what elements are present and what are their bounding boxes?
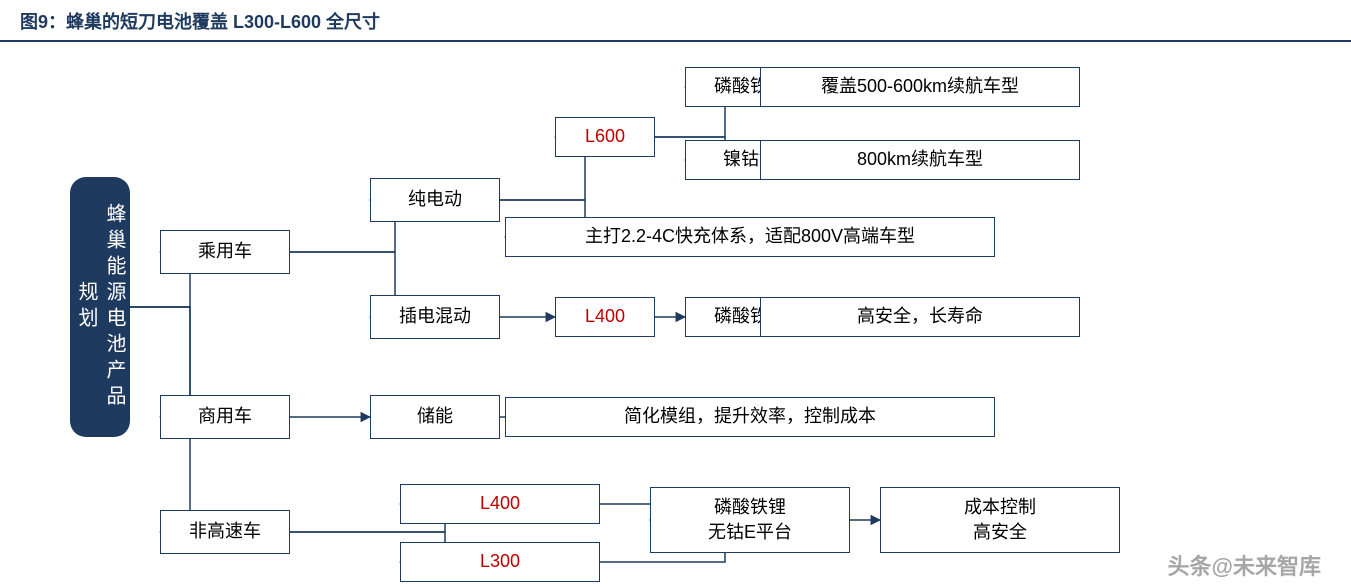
- node-bev: 纯电动: [370, 178, 500, 222]
- node-phev: 插电混动: [370, 295, 500, 339]
- node-desc2: 800km续航车型: [760, 140, 1080, 180]
- figure-title: 图9：蜂巢的短刀电池覆盖 L300-L600 全尺寸: [20, 12, 380, 32]
- node-l600: L600: [555, 117, 655, 157]
- node-desc5: 简化模组，提升效率，控制成本: [505, 397, 995, 437]
- node-passenger: 乘用车: [160, 230, 290, 274]
- flowchart-diagram: 蜂巢能源电池产品规划乘用车商用车非高速车 纯电动插电混动储能 L600 L300 L40…: [0, 42, 1351, 582]
- node-lowspeed: 非高速车: [160, 510, 290, 554]
- figure-title-bar: 图9：蜂巢的短刀电池覆盖 L300-L600 全尺寸: [0, 0, 1351, 42]
- node-desc1: 覆盖500-600km续航车型: [760, 67, 1080, 107]
- node-ess: 储能: [370, 395, 500, 439]
- node-commercial: 商用车: [160, 395, 290, 439]
- watermark-text: 头条@未来智库: [1168, 549, 1321, 581]
- node-root: 蜂巢能源电池产品规划: [70, 177, 130, 437]
- node-platform: 磷酸铁锂无钴E平台: [650, 487, 850, 553]
- node-l300b: L300: [400, 542, 600, 582]
- node-desc3: 主打2.2-4C快充体系，适配800V高端车型: [505, 217, 995, 257]
- node-l400a: L400: [555, 297, 655, 337]
- node-l400b: L400: [400, 484, 600, 524]
- node-desc4: 高安全，长寿命: [760, 297, 1080, 337]
- node-desc6: 成本控制高安全: [880, 487, 1120, 553]
